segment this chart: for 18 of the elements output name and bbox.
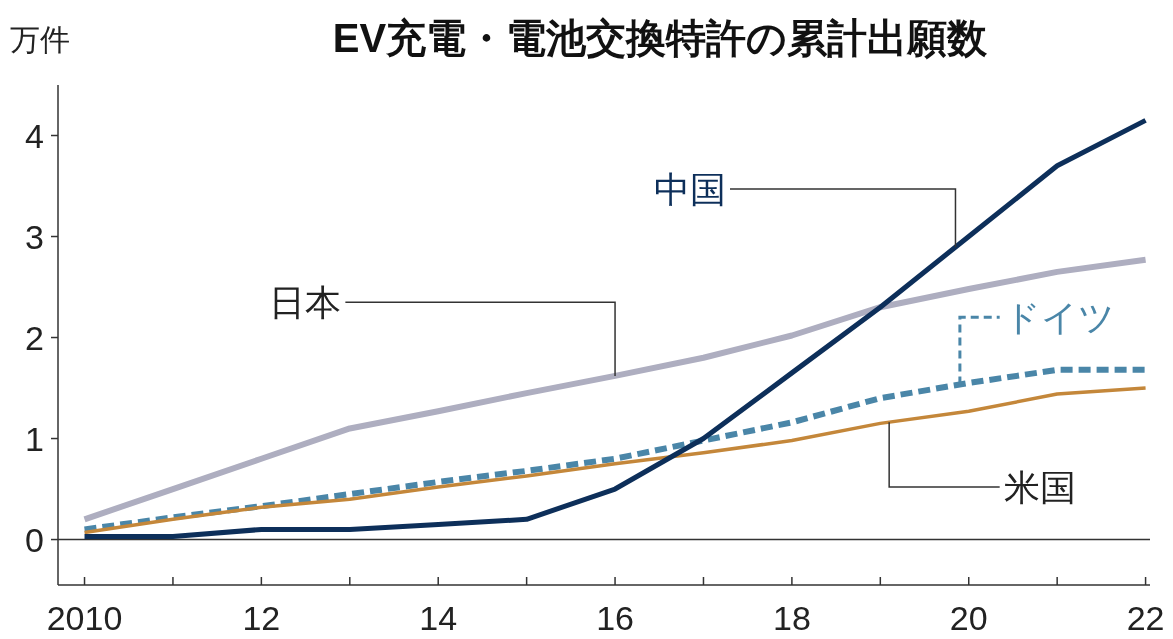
x-tick-label: 18 bbox=[772, 599, 811, 637]
text: 日本 bbox=[269, 282, 342, 324]
y-axis-title: 万件 bbox=[10, 23, 70, 56]
x-tick-label: 2010 bbox=[46, 599, 123, 637]
series-label: ドイツ bbox=[1003, 297, 1115, 339]
y-tick-label: 1 bbox=[25, 419, 44, 458]
y-tick-label: 0 bbox=[25, 520, 44, 559]
chart-title: EV充電・電池交換特許の累計出願数 bbox=[332, 16, 989, 60]
x-tick-label: 16 bbox=[596, 599, 634, 637]
y-tick-label: 4 bbox=[25, 116, 44, 155]
text: 中国 bbox=[654, 169, 726, 211]
y-tick-label: 2 bbox=[25, 318, 44, 357]
series-label: 米国 bbox=[1003, 467, 1076, 509]
x-tick-label: 12 bbox=[242, 599, 281, 637]
x-tick-label: 20 bbox=[949, 599, 988, 637]
x-tick-label: 22 bbox=[1126, 599, 1165, 637]
y-tick-label: 3 bbox=[25, 217, 44, 256]
x-tick-label: 14 bbox=[419, 599, 458, 637]
